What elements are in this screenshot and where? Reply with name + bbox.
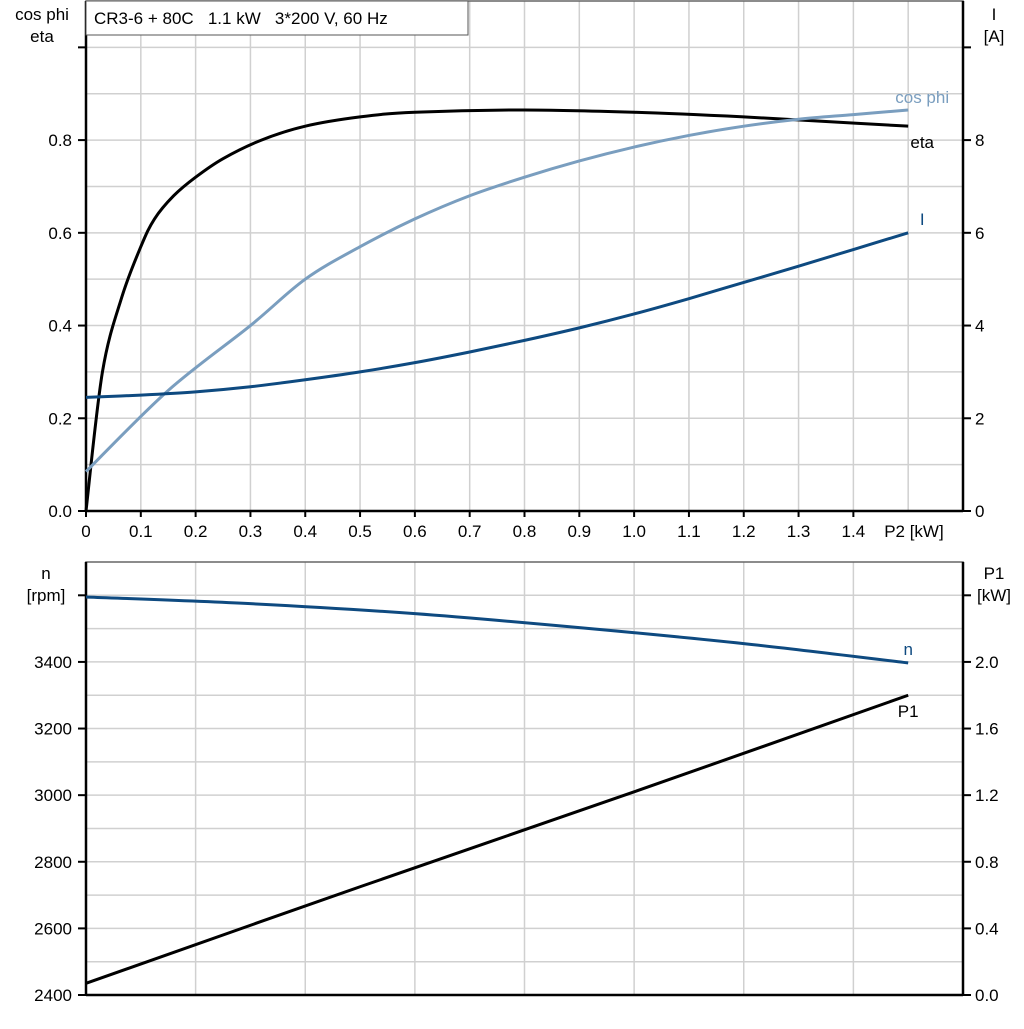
series-line-n [85,595,909,665]
series-label-eta: eta [910,133,934,152]
y-tick-label-left: 3400 [34,653,72,672]
y-tick-label-left: 0.2 [48,409,72,428]
x-tick-label: 0 [81,522,90,541]
y-axis-label-right: I [992,5,997,24]
series-line-cos-phi [84,108,909,473]
bottom-chart: 2400 2600 2800 3000 3200 3400 0.0 0.4 0.8 1.2 1.6 2… [27,561,1011,1005]
y-axis-label-left: eta [30,27,54,46]
x-tick-label: 0.1 [129,522,153,541]
y-tick-label-left: 0.0 [48,502,72,521]
series-label-n: n [903,640,912,659]
y-axis-label-left: cos phi [15,5,69,24]
x-tick-label: 0.3 [239,522,263,541]
y-axis-label-right: [A] [984,27,1005,46]
series-line-P1 [85,693,909,985]
y-tick-label-right: 8 [975,131,984,150]
x-tick-label: 1.2 [732,522,756,541]
series-line-eta [84,108,909,512]
y-tick-label-right: 2 [975,409,984,428]
y-axis-label-left: [rpm] [27,586,66,605]
y-tick-label-left: 0.4 [48,317,72,336]
x-tick-label: 0.4 [293,522,317,541]
y-tick-label-left: 2600 [34,919,72,938]
y-tick-label-left: 2400 [34,986,72,1005]
series-label-I: I [920,210,925,229]
y-tick-label-right: 0 [975,502,984,521]
x-tick-label: 1.0 [622,522,646,541]
y-axis-label-right: P1 [984,564,1005,583]
x-tick-label: 1.1 [677,522,701,541]
chart-title: CR3-6 + 80C 1.1 kW 3*200 V, 60 Hz [94,9,388,28]
x-tick-label: 0.2 [184,522,208,541]
x-tick-label: 0.8 [513,522,537,541]
x-tick-label: 0.6 [403,522,427,541]
y-tick-label-right: 6 [975,224,984,243]
y-tick-label-right: 4 [975,317,984,336]
y-tick-label-right: 0.4 [975,919,999,938]
y-tick-label-right: 1.2 [975,786,999,805]
y-tick-label-right: 2.0 [975,653,999,672]
y-axis-label-right: [kW] [977,586,1011,605]
y-tick-label-right: 1.6 [975,720,999,739]
top-chart: 0.0 0.2 0.4 0.6 0.8 0 2 4 6 8 0 0.1 0.2 0.3 0.4 0.5 0.6 0… [15,0,1005,541]
y-tick-label-left: 0.8 [48,131,72,150]
series-label-P1: P1 [898,702,919,721]
x-tick-label: 1.4 [842,522,866,541]
y-tick-label-left: 3200 [34,720,72,739]
y-tick-label-right: 0.0 [975,986,999,1005]
x-tick-label: 0.7 [458,522,482,541]
y-tick-label-left: 2800 [34,853,72,872]
y-tick-label-right: 0.8 [975,853,999,872]
series-label-cos-phi: cos phi [895,88,949,107]
y-axis-label-left: n [41,564,50,583]
x-tick-label: 0.9 [567,522,591,541]
series-line-I [85,231,909,399]
y-tick-label-left: 3000 [34,786,72,805]
title-box [85,0,469,36]
x-tick-label: 0.5 [348,522,372,541]
x-axis-label: P2 [kW] [884,522,944,541]
x-tick-label: 1.3 [787,522,811,541]
y-tick-label-left: 0.6 [48,224,72,243]
